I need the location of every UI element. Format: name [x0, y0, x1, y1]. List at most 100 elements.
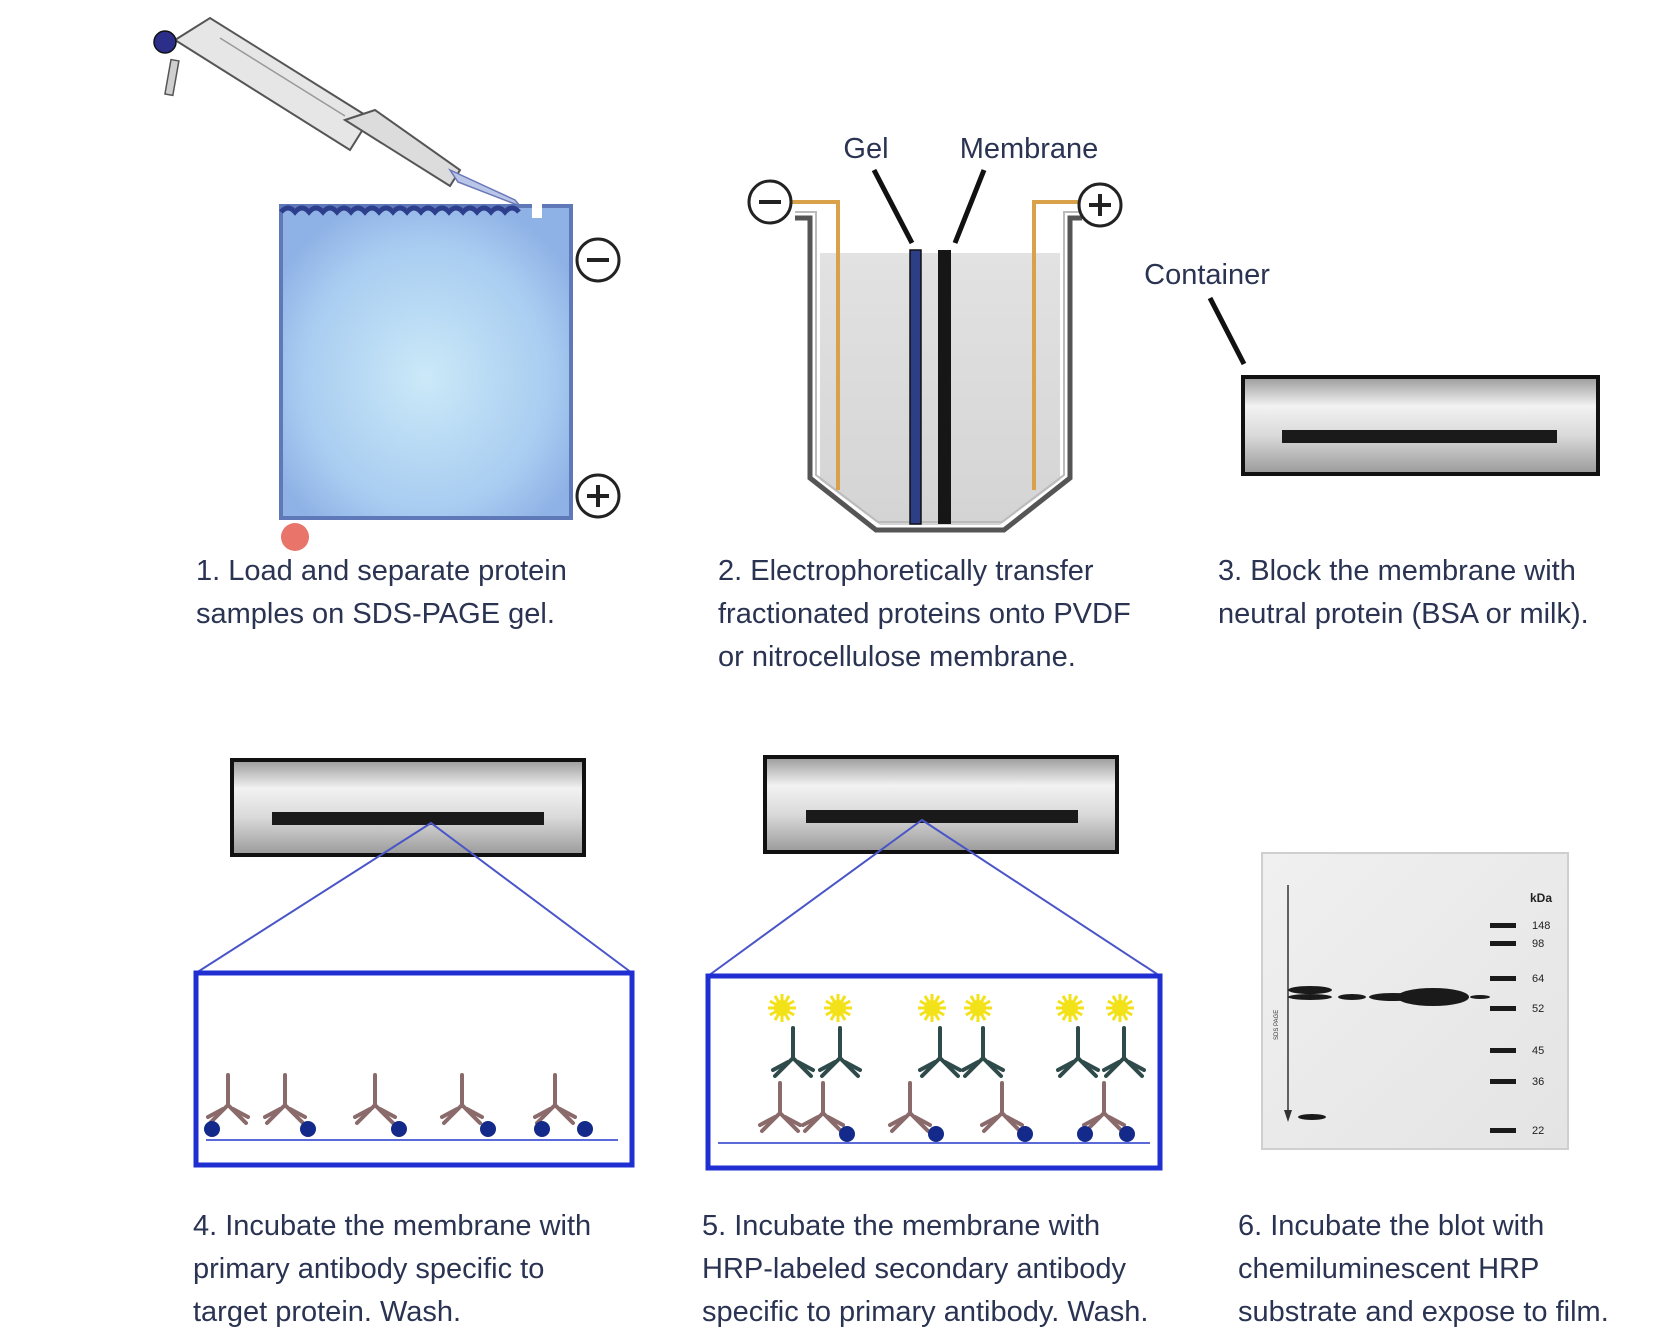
hrp-glow-icon: [918, 994, 946, 1022]
caption-line: fractionated proteins onto PVDF: [718, 598, 1131, 630]
caption-line: neutral protein (BSA or milk).: [1218, 598, 1589, 630]
secondary-antibody: [918, 1026, 962, 1078]
gel-label: Gel: [843, 133, 888, 165]
primary-antibody: [206, 1073, 250, 1125]
antigen-dot: [204, 1121, 220, 1137]
antigen-dot: [577, 1121, 593, 1137]
container-box-4: [230, 758, 586, 857]
panel-5-secondary-antibody: [705, 755, 1163, 1171]
antigen-dot: [928, 1126, 944, 1142]
caption-line: 4. Incubate the membrane with: [193, 1210, 592, 1242]
panel-1-gel-loading: [153, 16, 621, 551]
ladder-band: [1490, 1128, 1516, 1133]
ladder-label: 148: [1532, 920, 1550, 932]
primary-antibody: [980, 1081, 1024, 1133]
antigen-dot: [839, 1126, 855, 1142]
panel-4-primary-antibody: [193, 758, 635, 1168]
caption-line: or nitrocellulose membrane.: [718, 641, 1076, 673]
secondary-antibody: [961, 1026, 1005, 1078]
hrp-glow-icon: [964, 994, 992, 1022]
panel-6-film: SDS PAGE kDa 148 98 64 52 45 36 22: [1261, 852, 1569, 1150]
gel-wells: [279, 205, 521, 216]
antigen-dot: [300, 1121, 316, 1137]
secondary-antibody: [818, 1026, 862, 1078]
caption-line: substrate and expose to film.: [1238, 1296, 1609, 1328]
positive-terminal-icon: [1077, 182, 1123, 228]
membrane-label: Membrane: [960, 133, 1099, 165]
caption-line: HRP-labeled secondary antibody: [702, 1253, 1126, 1285]
secondary-antibodies: [758, 994, 1146, 1142]
primary-antibody: [353, 1073, 397, 1125]
caption-line: target protein. Wash.: [193, 1296, 462, 1328]
primary-antibody: [440, 1073, 484, 1125]
antigen-dot: [534, 1121, 550, 1137]
blot-band: [1470, 995, 1490, 999]
container-label: Container: [1144, 259, 1270, 291]
hrp-glow-icon: [1106, 994, 1134, 1022]
caption-line: 3. Block the membrane with: [1218, 555, 1576, 587]
ladder-label: 45: [1532, 1045, 1544, 1057]
antigen-dot: [391, 1121, 407, 1137]
blot-band: [1288, 986, 1332, 994]
blot-band: [1338, 994, 1366, 1000]
blot-markers: 148 98 64 52 45 36 22: [1490, 920, 1550, 1137]
caption-line: 2. Electrophoretically transfer: [718, 555, 1094, 587]
negative-wire: [788, 200, 840, 490]
kda-label: kDa: [1530, 891, 1552, 905]
ladder-band: [1490, 1006, 1516, 1011]
panel-2-transfer-tank: Gel Membrane: [747, 133, 1123, 533]
blot-bands: [1288, 986, 1490, 1120]
ladder-band: [1490, 941, 1516, 946]
primary-antibody: [758, 1081, 802, 1133]
caption-line: 6. Incubate the blot with: [1238, 1210, 1545, 1242]
primary-antibody: [888, 1081, 932, 1133]
secondary-antibody: [1102, 1026, 1146, 1078]
primary-antibody: [263, 1073, 307, 1125]
secondary-antibody: [1056, 1026, 1100, 1078]
caption-line: 1. Load and separate protein: [196, 555, 567, 587]
ladder-band: [1490, 1048, 1516, 1053]
primary-antibodies: [204, 1073, 593, 1137]
gel-slab: [279, 204, 573, 520]
hrp-glow-icon: [1056, 994, 1084, 1022]
gel-sheet: [909, 249, 922, 525]
container-membrane: [1282, 430, 1557, 443]
ladder-band: [1490, 1079, 1516, 1084]
antigen-dot: [1017, 1126, 1033, 1142]
caption-line: chemiluminescent HRP: [1238, 1253, 1540, 1285]
step-5-caption: 5. Incubate the membrane with HRP-labele…: [702, 1205, 1148, 1334]
ladder-band: [1490, 976, 1516, 981]
container-box: [1241, 375, 1600, 476]
ladder-label: 52: [1532, 1003, 1544, 1015]
step-1-caption: 1. Load and separate protein samples on …: [196, 550, 567, 636]
blot-band: [1288, 994, 1332, 1000]
secondary-antibody: [771, 1026, 815, 1078]
primary-antibody: [533, 1073, 577, 1125]
antigen-dot: [1119, 1126, 1135, 1142]
antigen-dot: [1077, 1126, 1093, 1142]
step-2-caption: 2. Electrophoretically transfer fraction…: [718, 550, 1131, 679]
pipette-icon: [153, 16, 523, 208]
positive-wire: [1032, 200, 1082, 490]
lane-label: SDS PAGE: [1274, 1010, 1280, 1040]
caption-line: primary antibody specific to: [193, 1253, 545, 1285]
panel-3-blocking: Container: [1144, 259, 1600, 476]
step-4-caption: 4. Incubate the membrane with primary an…: [193, 1205, 591, 1334]
step-6-caption: 6. Incubate the blot with chemiluminesce…: [1238, 1205, 1609, 1334]
blot-band: [1298, 1114, 1326, 1120]
hrp-glow-icon: [768, 994, 796, 1022]
hrp-glow-icon: [824, 994, 852, 1022]
container-box-5: [763, 755, 1119, 854]
zoom-frame-4: [193, 970, 635, 1168]
membrane-sheet: [938, 250, 951, 524]
ladder-label: 22: [1532, 1125, 1544, 1137]
antigen-dot: [480, 1121, 496, 1137]
primary-antibody: [801, 1081, 845, 1133]
ladder-label: 98: [1532, 938, 1544, 950]
marker-dot: [281, 523, 309, 551]
ladder-band: [1490, 923, 1516, 928]
caption-line: 5. Incubate the membrane with: [702, 1210, 1101, 1242]
positive-electrode-icon: [575, 473, 621, 519]
caption-line: samples on SDS-PAGE gel.: [196, 598, 555, 630]
